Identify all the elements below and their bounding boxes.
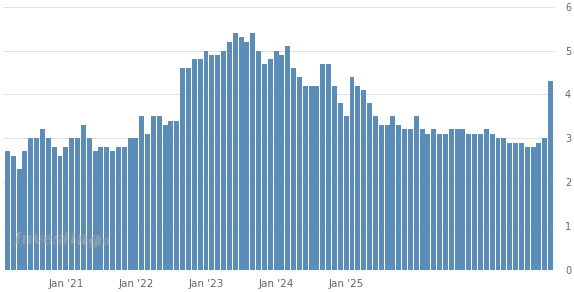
Bar	[197, 59, 203, 270]
Text: .com: .com	[77, 235, 111, 248]
Bar	[192, 59, 197, 270]
Bar	[443, 134, 448, 270]
Bar	[350, 77, 355, 270]
Bar	[361, 90, 366, 270]
Bar	[5, 151, 10, 270]
Bar	[81, 125, 86, 270]
Bar	[145, 134, 150, 270]
Bar	[484, 129, 489, 270]
Bar	[227, 42, 232, 270]
Bar	[215, 55, 220, 270]
Bar	[239, 37, 243, 270]
Bar	[367, 103, 372, 270]
Bar	[127, 138, 133, 270]
Bar	[221, 51, 226, 270]
Bar	[396, 125, 401, 270]
Bar	[110, 151, 115, 270]
Bar	[414, 116, 419, 270]
Bar	[425, 134, 430, 270]
Bar	[303, 86, 308, 270]
Bar	[92, 151, 98, 270]
Bar	[344, 116, 348, 270]
Bar	[548, 81, 553, 270]
Bar	[297, 77, 302, 270]
Bar	[98, 147, 103, 270]
Bar	[186, 68, 191, 270]
Bar	[204, 51, 208, 270]
Bar	[280, 55, 284, 270]
Bar	[291, 68, 296, 270]
Bar	[46, 138, 51, 270]
Bar	[466, 134, 471, 270]
Bar	[355, 86, 360, 270]
Bar	[210, 55, 214, 270]
Bar	[162, 125, 168, 270]
Bar	[537, 142, 541, 270]
Bar	[17, 169, 22, 270]
Bar	[472, 134, 477, 270]
Bar	[408, 129, 413, 270]
Bar	[309, 86, 313, 270]
Bar	[338, 103, 343, 270]
Bar	[501, 138, 506, 270]
Bar	[455, 129, 460, 270]
Bar	[245, 42, 249, 270]
Bar	[151, 116, 156, 270]
Bar	[28, 138, 33, 270]
Bar	[449, 129, 454, 270]
Bar	[460, 129, 466, 270]
Bar	[104, 147, 109, 270]
Bar	[22, 151, 28, 270]
Bar	[490, 134, 495, 270]
Bar	[40, 129, 45, 270]
Bar	[57, 156, 63, 270]
Bar	[542, 138, 547, 270]
Bar	[75, 138, 80, 270]
Bar	[320, 64, 325, 270]
Bar	[379, 125, 383, 270]
Bar	[431, 129, 436, 270]
Bar	[63, 147, 68, 270]
Bar	[326, 64, 331, 270]
Bar	[262, 64, 267, 270]
Bar	[180, 68, 185, 270]
Bar	[256, 51, 261, 270]
Bar	[116, 147, 121, 270]
Bar	[420, 129, 425, 270]
Bar	[525, 147, 530, 270]
Bar	[87, 138, 92, 270]
Bar	[268, 59, 273, 270]
Bar	[174, 121, 179, 270]
Bar	[385, 125, 390, 270]
Bar	[513, 142, 518, 270]
Bar	[519, 142, 524, 270]
Bar	[157, 116, 162, 270]
Bar	[274, 51, 278, 270]
Bar	[495, 138, 501, 270]
Bar	[507, 142, 512, 270]
Bar	[69, 138, 74, 270]
Bar	[34, 138, 39, 270]
Bar	[11, 156, 15, 270]
Bar	[232, 33, 238, 270]
Bar	[437, 134, 442, 270]
Bar	[402, 129, 407, 270]
Bar	[373, 116, 378, 270]
Bar	[52, 147, 57, 270]
Bar	[530, 147, 536, 270]
Bar	[332, 86, 337, 270]
Bar	[390, 116, 395, 270]
Bar	[250, 33, 255, 270]
Bar	[169, 121, 173, 270]
Bar	[315, 86, 320, 270]
Bar	[139, 116, 144, 270]
Text: Investing: Investing	[14, 232, 101, 248]
Bar	[133, 138, 138, 270]
Bar	[478, 134, 483, 270]
Bar	[122, 147, 127, 270]
Bar	[285, 46, 290, 270]
